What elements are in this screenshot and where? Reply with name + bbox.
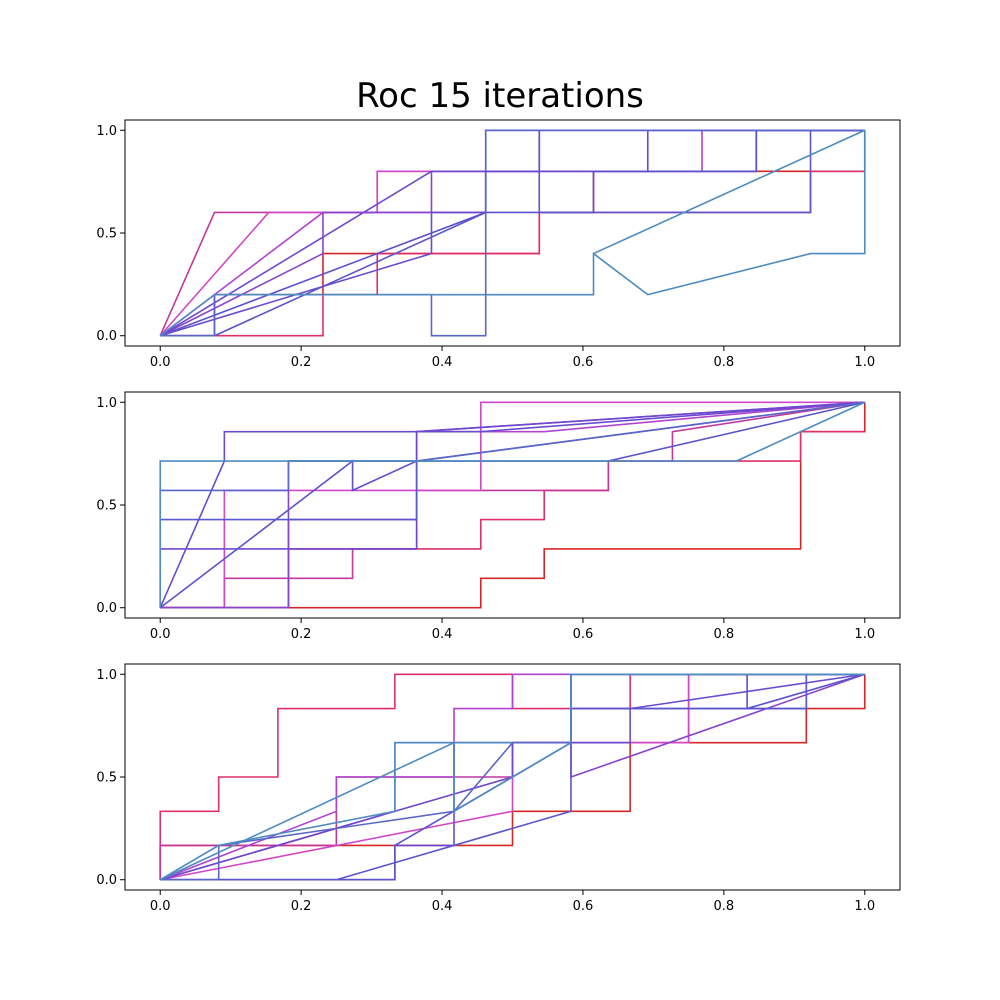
x-tick-label: 1.0: [854, 899, 875, 914]
x-tick-label: 0.2: [291, 899, 312, 914]
x-tick-label: 0.8: [714, 899, 735, 914]
x-tick-label: 0.0: [150, 899, 171, 914]
x-tick-label: 0.2: [291, 355, 312, 370]
series-line-1: [160, 402, 866, 609]
series-line-3: [159, 129, 865, 337]
x-tick-label: 0.6: [573, 899, 594, 914]
series-line-8: [159, 129, 865, 337]
series-line-1: [160, 130, 866, 337]
x-tick-label: 1.0: [854, 627, 875, 642]
figure-title: Roc 15 iterations: [356, 76, 644, 116]
series-line-9: [159, 129, 865, 337]
x-tick-label: 0.8: [714, 355, 735, 370]
series-line-11: [159, 401, 865, 608]
series-line-4: [159, 129, 865, 337]
series-line-8: [159, 401, 865, 609]
x-tick-label: 0.8: [714, 627, 735, 642]
subplot-1: 0.0 0.2 0.4 0.6 0.8 1.0 0.0 0.5 1.0: [96, 119, 901, 370]
y-tick-label: 1.0: [96, 124, 117, 139]
y-tick-label: 0.0: [96, 601, 117, 616]
x-tick-label: 1.0: [854, 355, 875, 370]
axes-frame: [124, 119, 901, 347]
x-tick-label: 0.6: [573, 355, 594, 370]
y-tick-label: 0.0: [96, 329, 117, 344]
x-tick-label: 0.0: [150, 355, 171, 370]
x-tick-label: 0.4: [432, 899, 453, 914]
y-tick-label: 0.0: [96, 873, 117, 888]
series-line-5: [160, 401, 865, 609]
y-tick-label: 1.0: [96, 668, 117, 683]
series-line-13: [593, 129, 866, 255]
x-tick-label: 0.0: [150, 627, 171, 642]
series-line-2: [160, 170, 865, 337]
subplot-2: 0.0 0.2 0.4 0.6 0.8 1.0 0.0 0.5 1.0: [96, 391, 901, 642]
series-line-4: [160, 401, 865, 609]
x-tick-label: 0.2: [291, 627, 312, 642]
series-line-11: [160, 129, 865, 337]
y-tick-label: 0.5: [96, 499, 117, 514]
series-line-7: [159, 129, 865, 337]
y-tick-label: 1.0: [96, 396, 117, 411]
series-line-5: [159, 129, 865, 337]
x-tick-label: 0.6: [573, 627, 594, 642]
series-line-3: [160, 401, 865, 609]
series-line-6: [160, 401, 865, 609]
series-line-6: [159, 129, 865, 337]
x-tick-label: 0.4: [432, 355, 453, 370]
subplot-3: 0.0 0.2 0.4 0.6 0.8 1.0 0.0 0.5 1.0: [96, 663, 901, 914]
x-tick-label: 0.4: [432, 627, 453, 642]
y-tick-label: 0.5: [96, 771, 117, 786]
series-line-12: [159, 401, 866, 608]
series-line-13: [159, 741, 513, 881]
y-tick-label: 0.5: [96, 227, 117, 242]
series-line-12: [159, 130, 866, 337]
series-line-9: [159, 401, 865, 609]
